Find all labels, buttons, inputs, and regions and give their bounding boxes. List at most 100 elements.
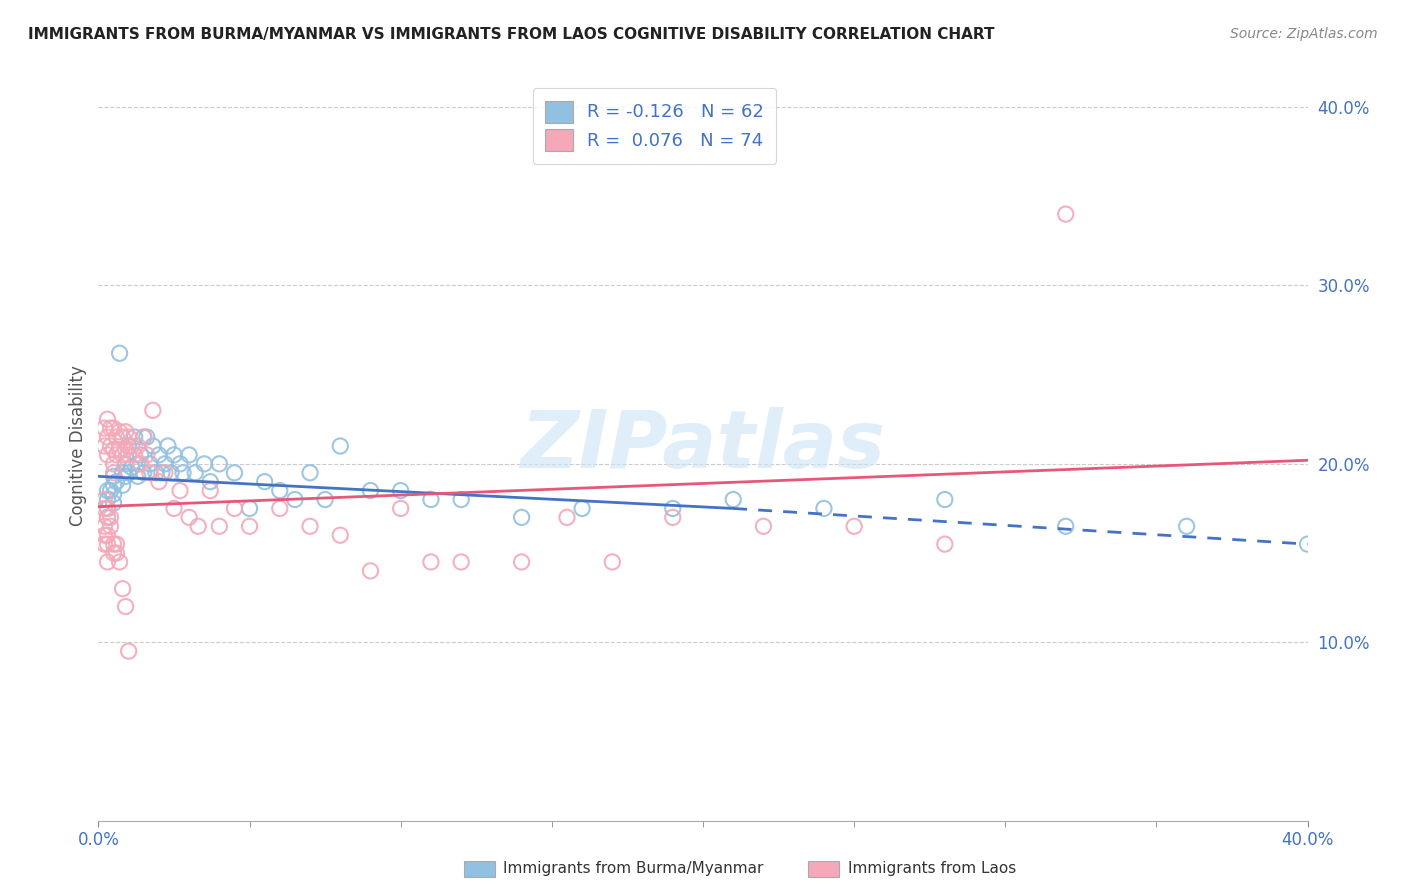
Point (510, 510, 533, 524)
Point (111, 466, 134, 480)
Point (118, 430, 141, 444)
Point (118, 644, 141, 658)
Point (224, 501, 246, 516)
Point (135, 430, 157, 444)
Point (187, 519, 209, 533)
Point (127, 457, 149, 471)
Point (193, 457, 215, 471)
Point (179, 510, 201, 524)
Point (1175, 519, 1198, 533)
Point (103, 487, 125, 501)
Point (269, 501, 291, 516)
Point (100, 439, 122, 453)
Point (114, 442, 136, 457)
Point (103, 469, 125, 483)
FancyBboxPatch shape (808, 861, 839, 877)
Point (105, 546, 128, 560)
Point (239, 501, 262, 516)
Point (200, 475, 222, 489)
Point (93, 492, 115, 507)
Text: ZIPatlas: ZIPatlas (520, 407, 886, 485)
Point (114, 469, 136, 483)
Point (103, 478, 125, 492)
Point (111, 582, 134, 596)
Point (118, 439, 141, 453)
Point (179, 448, 201, 462)
Point (208, 519, 231, 533)
Point (142, 403, 165, 417)
Point (224, 466, 246, 480)
Point (105, 430, 128, 444)
Point (121, 439, 143, 453)
Point (103, 546, 125, 560)
Point (510, 555, 533, 569)
Point (132, 430, 155, 444)
Point (96, 430, 118, 444)
Point (329, 439, 352, 453)
Point (329, 528, 352, 542)
Point (105, 448, 128, 462)
Point (103, 466, 125, 480)
Point (127, 469, 149, 483)
Point (148, 448, 170, 462)
Point (723, 492, 745, 507)
Point (135, 448, 157, 462)
Point (96, 483, 118, 498)
FancyBboxPatch shape (464, 861, 495, 877)
Point (96, 510, 118, 524)
Point (100, 510, 122, 524)
Point (114, 599, 136, 614)
Point (132, 466, 155, 480)
Point (100, 421, 122, 435)
Point (127, 439, 149, 453)
Point (169, 483, 191, 498)
Point (184, 466, 207, 480)
Point (555, 510, 578, 524)
Point (139, 457, 162, 471)
Text: Immigrants from Laos: Immigrants from Laos (848, 862, 1017, 876)
Point (114, 425, 136, 439)
Point (284, 492, 307, 507)
Point (103, 457, 125, 471)
Point (96, 501, 118, 516)
Point (145, 466, 167, 480)
Y-axis label: Cognitive Disability: Cognitive Disability (69, 366, 87, 526)
Text: IMMIGRANTS FROM BURMA/MYANMAR VS IMMIGRANTS FROM LAOS COGNITIVE DISABILITY CORRE: IMMIGRANTS FROM BURMA/MYANMAR VS IMMIGRA… (28, 27, 994, 42)
Point (150, 466, 173, 480)
Point (169, 457, 191, 471)
Point (314, 492, 336, 507)
Point (108, 346, 131, 360)
Point (934, 492, 956, 507)
Point (148, 475, 170, 489)
Point (121, 460, 143, 475)
Point (96, 448, 118, 462)
Point (93, 528, 115, 542)
Point (163, 448, 186, 462)
Point (105, 537, 128, 551)
Point (360, 483, 382, 498)
Point (253, 475, 276, 489)
Point (813, 501, 835, 516)
Point (160, 466, 183, 480)
Point (96, 555, 118, 569)
Point (299, 466, 322, 480)
Point (100, 483, 122, 498)
Point (360, 564, 382, 578)
Point (96, 528, 118, 542)
Point (389, 483, 412, 498)
Point (269, 483, 291, 498)
Point (172, 466, 194, 480)
Point (571, 501, 593, 516)
Point (103, 421, 125, 435)
Point (96, 501, 118, 516)
Point (752, 519, 775, 533)
Point (132, 430, 155, 444)
Point (156, 439, 179, 453)
Point (103, 537, 125, 551)
Point (105, 475, 128, 489)
Point (153, 466, 176, 480)
Point (118, 466, 141, 480)
Point (111, 430, 134, 444)
Point (96, 412, 118, 426)
Point (299, 519, 322, 533)
